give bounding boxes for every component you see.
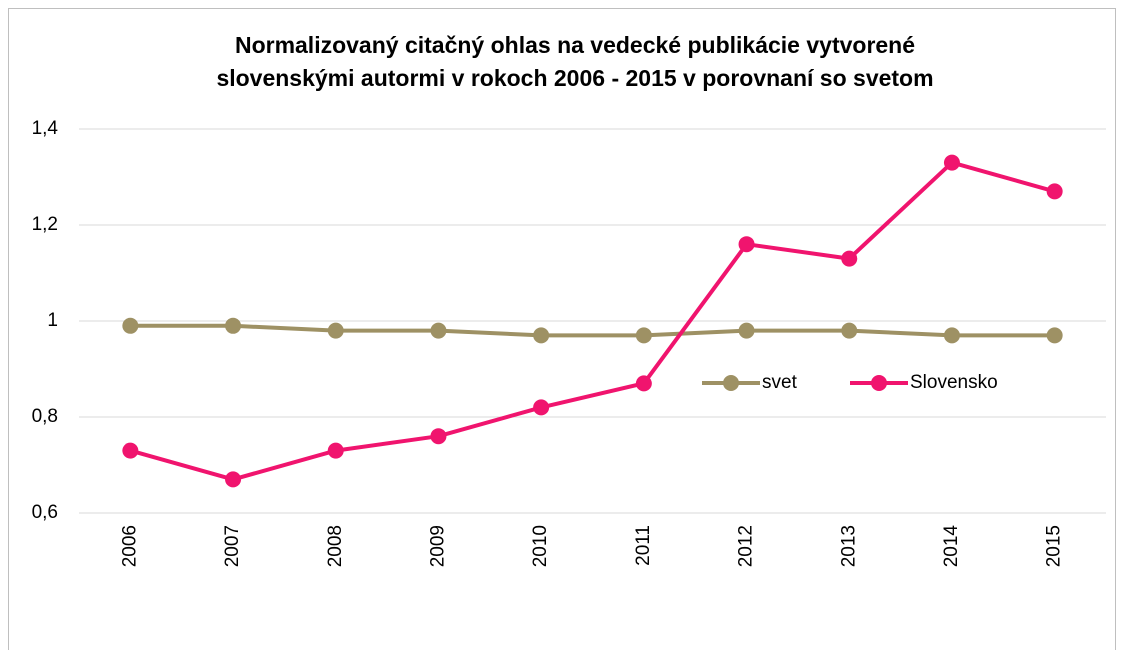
y-tick-label: 1 <box>47 310 58 331</box>
data-point <box>533 327 550 344</box>
data-point <box>943 327 960 344</box>
y-tick-label: 1,4 <box>32 118 59 139</box>
x-tick-label: 2013 <box>838 525 859 567</box>
x-tick-label: 2008 <box>325 525 346 567</box>
data-point <box>533 399 550 416</box>
data-point <box>738 236 755 253</box>
x-tick-label: 2009 <box>427 525 448 567</box>
x-tick-label: 2014 <box>941 525 962 568</box>
series-line <box>129 160 1056 482</box>
x-tick-label: 2006 <box>119 525 140 567</box>
data-point <box>738 322 755 339</box>
series-line <box>130 323 1055 338</box>
chart-title: Normalizovaný citačný ohlas na vedecké p… <box>235 32 915 58</box>
data-point <box>225 317 242 334</box>
x-tick-label: 2015 <box>1044 525 1065 567</box>
legend-label: Slovensko <box>910 372 998 393</box>
data-point <box>122 442 139 459</box>
data-point <box>122 317 139 334</box>
legend-label: svet <box>762 372 798 393</box>
data-point <box>841 250 858 267</box>
chart-title: slovenskými autormi v rokoch 2006 - 2015… <box>216 65 933 91</box>
data-point <box>635 327 652 344</box>
data-point <box>841 322 858 339</box>
legend-marker <box>723 375 739 391</box>
y-tick-label: 1,2 <box>32 214 58 235</box>
chart-border <box>8 8 1116 650</box>
data-point <box>225 471 242 488</box>
data-point <box>635 375 652 392</box>
x-tick-label: 2010 <box>530 525 551 567</box>
x-tick-label: 2007 <box>222 525 243 567</box>
data-point <box>430 322 447 339</box>
data-point <box>943 154 960 171</box>
data-point <box>327 322 344 339</box>
y-tick-label: 0,6 <box>32 502 58 523</box>
x-tick-label: 2011 <box>633 525 654 566</box>
y-tick-label: 0,8 <box>32 406 58 427</box>
legend-marker <box>871 375 887 391</box>
x-tick-label: 2012 <box>736 525 757 567</box>
data-point <box>1046 327 1063 344</box>
data-point <box>430 428 447 445</box>
data-point <box>327 442 344 459</box>
data-point <box>1046 183 1063 200</box>
